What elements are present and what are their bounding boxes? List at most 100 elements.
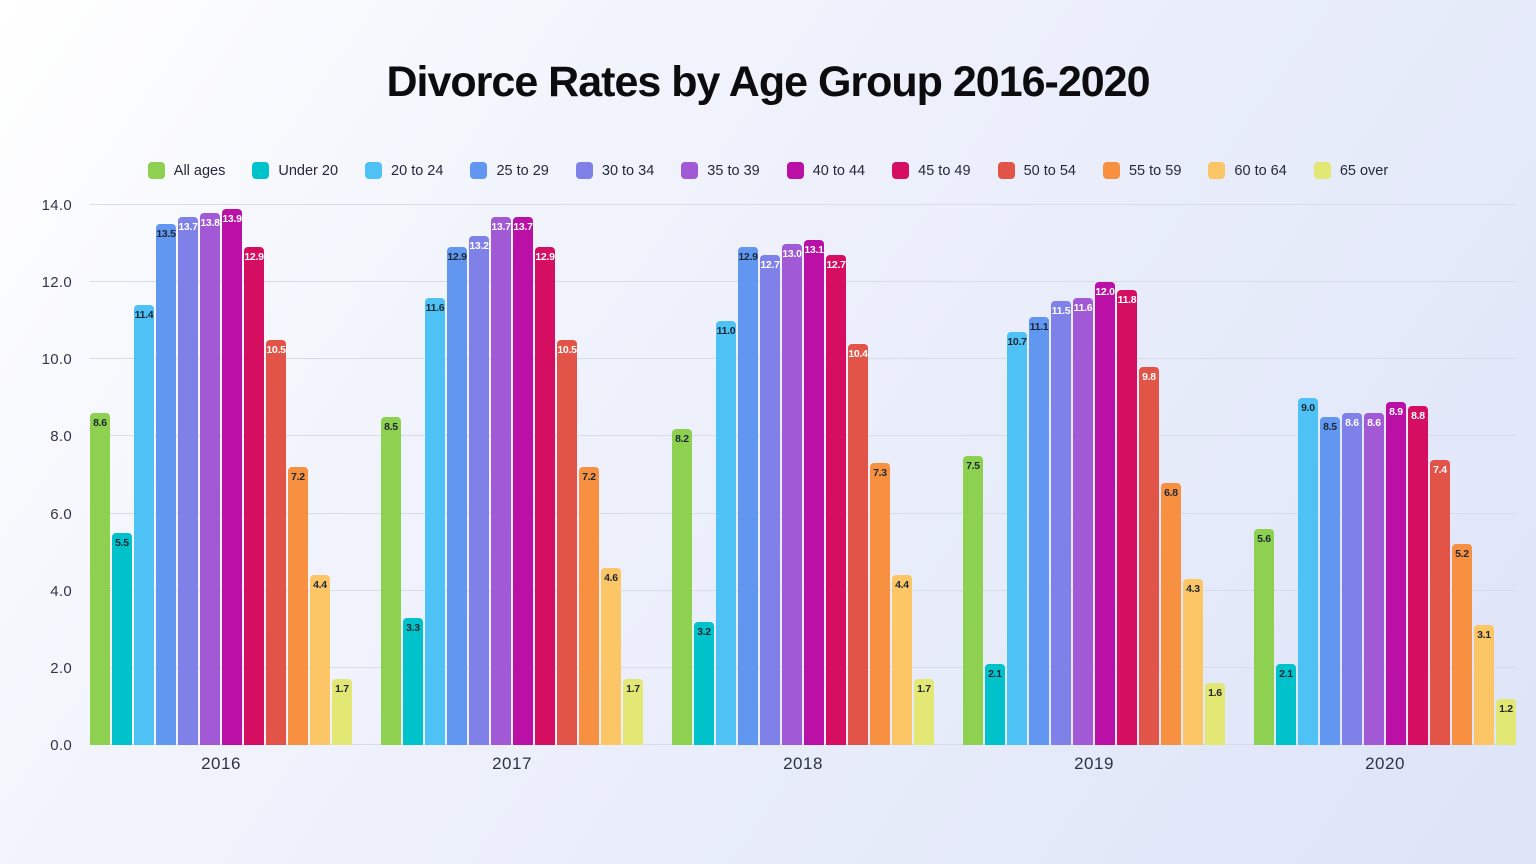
x-tick-label: 2017 [492,754,532,773]
legend-swatch [1102,162,1120,179]
bar: 8.8 [1408,405,1428,745]
bar-value-label: 11.6 [425,301,445,314]
y-tick-label: 6.0 [50,505,72,523]
gridline [90,589,1516,591]
bar: 8.9 [1386,401,1406,745]
bar-value-label: 11.1 [1029,320,1049,333]
bar-value-label: 8.6 [1367,417,1381,430]
gridline [90,204,1516,205]
bar-value-label: 8.9 [1389,405,1403,418]
bar: 13.2 [469,235,489,745]
legend-swatch [365,162,383,179]
y-tick-label: 8.0 [50,428,72,446]
y-tick-label: 2.0 [50,659,72,677]
bar-value-label: 1.6 [1208,687,1222,700]
bar-value-label: 3.2 [697,625,711,638]
legend-swatch [470,162,488,179]
bar-value-label: 1.7 [626,683,640,696]
legend-label: 65 over [1339,162,1389,179]
bar-value-label: 11.4 [134,309,154,322]
bar-value-label: 8.6 [1345,417,1359,430]
bar: 8.2 [672,428,692,745]
bar-value-label: 13.9 [222,212,242,225]
x-tick-label: 2016 [201,754,241,773]
bar: 8.6 [1342,413,1362,745]
bar: 12.0 [1095,282,1115,745]
bar: 10.5 [266,340,286,745]
bar: 1.7 [332,679,352,745]
bar-value-label: 8.5 [1323,421,1337,434]
bar: 12.9 [447,247,467,745]
bar: 4.4 [310,575,330,745]
bar: 13.1 [804,239,824,745]
bar: 4.4 [892,575,912,745]
bar: 9.0 [1298,397,1318,745]
bar-value-label: 10.4 [848,347,868,360]
bar: 8.6 [90,413,110,745]
bar: 11.1 [1029,316,1049,745]
bar: 1.7 [914,679,934,745]
legend-swatch [1313,162,1331,179]
bar: 7.4 [1430,459,1450,745]
bar: 11.5 [1051,301,1071,745]
bar-value-label: 13.1 [804,243,824,256]
y-tick-label: 10.0 [41,351,72,369]
legend-label: All ages [173,162,226,179]
bar: 9.8 [1139,367,1159,745]
bar: 4.6 [601,567,621,745]
bar-value-label: 6.8 [1164,486,1178,499]
bar: 10.7 [1007,332,1027,745]
legend-item: 20 to 24 [365,162,443,179]
bar: 3.1 [1474,625,1494,745]
bar-value-label: 10.5 [266,344,286,356]
bar: 2.1 [985,664,1005,745]
bar: 5.5 [112,532,132,745]
legend-swatch [575,162,593,179]
legend-swatch [252,162,270,179]
legend-label: 50 to 54 [1023,162,1076,179]
bar-value-label: 12.7 [826,259,846,272]
bar: 11.4 [134,305,154,745]
plot-area: 8.6 5.5 11.4 13.5 13.7 13.8 13.9 12.9 10.5 7.2 4.4… [90,204,1516,773]
legend-item: 50 to 54 [997,162,1076,179]
legend-swatch [892,162,910,179]
bar-group: 8.2 3.2 11.0 12.9 12.7 13.0 13.1 12.7 10.4 7.3 4.4… [672,205,934,773]
bar-value-label: 3.3 [406,621,420,634]
bar: 11.8 [1117,289,1137,745]
x-tick-label: 2018 [783,754,823,773]
bar-value-label: 7.5 [966,459,980,472]
bar: 6.8 [1161,482,1181,745]
bar-value-label: 13.7 [513,220,533,233]
bar-value-label: 13.7 [178,220,198,233]
legend-item: 45 to 49 [892,162,971,179]
bar-value-label: 13.8 [200,216,220,229]
bar: 13.7 [178,216,198,745]
bar: 3.3 [403,617,423,745]
gridline [90,358,1516,360]
bar-value-label: 2.1 [988,668,1002,680]
x-tick-label: 2020 [1365,754,1405,773]
bar: 1.7 [623,679,643,745]
bar-value-label: 5.6 [1257,533,1271,545]
y-tick-label: 4.0 [50,582,72,600]
y-tick-label: 0.0 [50,737,72,754]
legend-swatch [786,162,804,179]
bar: 12.9 [738,247,758,745]
bar: 13.7 [513,216,533,745]
legend-label: 20 to 24 [391,162,444,179]
bar: 10.4 [848,343,868,745]
bar-value-label: 4.3 [1186,583,1200,596]
bar: 7.2 [579,467,599,745]
bar-value-label: 7.3 [873,467,887,480]
legend-label: 55 to 59 [1128,162,1182,179]
bar-value-label: 11.0 [716,324,736,337]
bar-value-label: 4.4 [895,579,909,592]
bar: 8.6 [1364,413,1384,745]
bar: 11.6 [425,297,445,745]
bar: 13.0 [782,243,802,745]
bar-value-label: 12.7 [760,259,780,272]
bar: 8.5 [1320,417,1340,745]
bar: 12.7 [760,255,780,745]
gridline [90,744,1516,745]
